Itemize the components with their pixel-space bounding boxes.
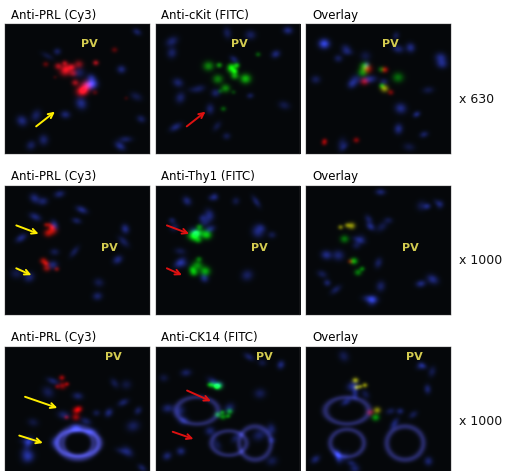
Text: Anti-PRL (Cy3): Anti-PRL (Cy3) xyxy=(11,170,96,183)
Text: Anti-PRL (Cy3): Anti-PRL (Cy3) xyxy=(11,331,96,344)
Text: Overlay: Overlay xyxy=(312,331,358,344)
Text: Anti-PRL (Cy3): Anti-PRL (Cy3) xyxy=(11,8,96,22)
Text: Overlay: Overlay xyxy=(312,170,358,183)
Text: PV: PV xyxy=(256,352,272,362)
Text: PV: PV xyxy=(81,39,97,49)
Text: x 1000: x 1000 xyxy=(459,415,502,428)
Text: x 1000: x 1000 xyxy=(459,254,502,267)
Text: x 630: x 630 xyxy=(459,93,494,106)
Text: PV: PV xyxy=(101,243,118,253)
Text: PV: PV xyxy=(231,39,248,49)
Text: PV: PV xyxy=(251,243,268,253)
Text: Anti-Thy1 (FITC): Anti-Thy1 (FITC) xyxy=(161,170,256,183)
Text: PV: PV xyxy=(105,352,122,362)
Text: Overlay: Overlay xyxy=(312,8,358,22)
Text: PV: PV xyxy=(406,352,423,362)
Text: Anti-CK14 (FITC): Anti-CK14 (FITC) xyxy=(161,331,258,344)
Text: PV: PV xyxy=(402,243,419,253)
Text: PV: PV xyxy=(382,39,399,49)
Text: Anti-cKit (FITC): Anti-cKit (FITC) xyxy=(161,8,249,22)
